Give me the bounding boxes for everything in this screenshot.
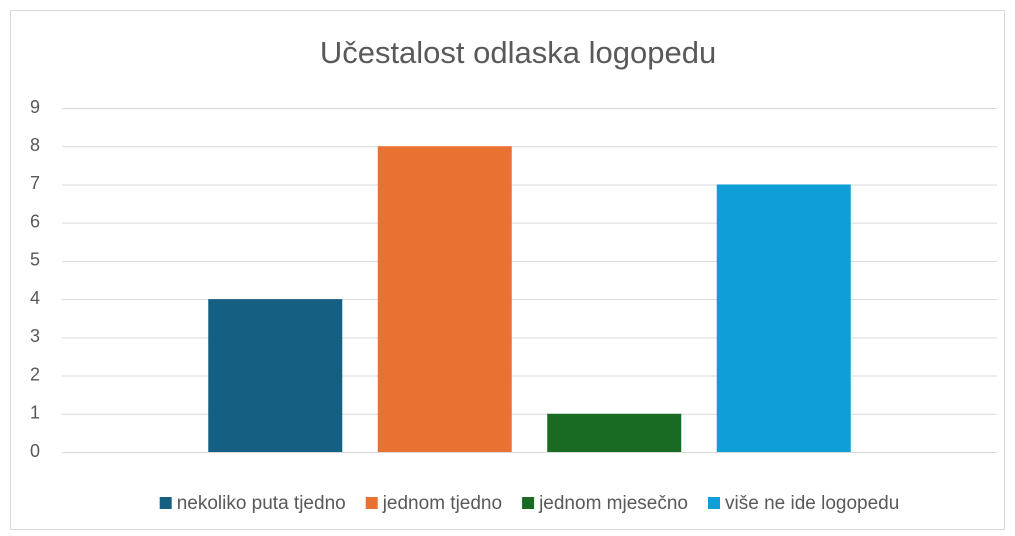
legend-label: jednom mjesečno [538,493,688,514]
legend-swatch [522,497,535,509]
chart-title: Učestalost odlaska logopedu [320,35,716,70]
y-tick-label: 8 [30,135,40,155]
bar [377,146,512,452]
y-tick-label: 4 [30,288,40,308]
y-tick-label: 2 [30,364,40,384]
y-tick-label: 3 [30,326,40,346]
legend-swatch [708,497,720,509]
legend-swatch [365,497,378,509]
bar [716,184,851,452]
y-tick-label: 5 [30,250,40,270]
legend-label: nekoliko puta tjedno [177,493,346,514]
bar [208,299,343,452]
y-tick-label: 9 [30,97,40,117]
bar [547,413,682,452]
y-tick-label: 6 [30,211,40,231]
legend-label: više ne ide logopedu [725,493,899,514]
legend-label: jednom tjedno [382,493,502,514]
y-tick-label: 1 [30,403,40,423]
legend-swatch [159,497,172,509]
y-tick-label: 7 [30,173,40,193]
y-tick-label: 0 [30,441,40,461]
